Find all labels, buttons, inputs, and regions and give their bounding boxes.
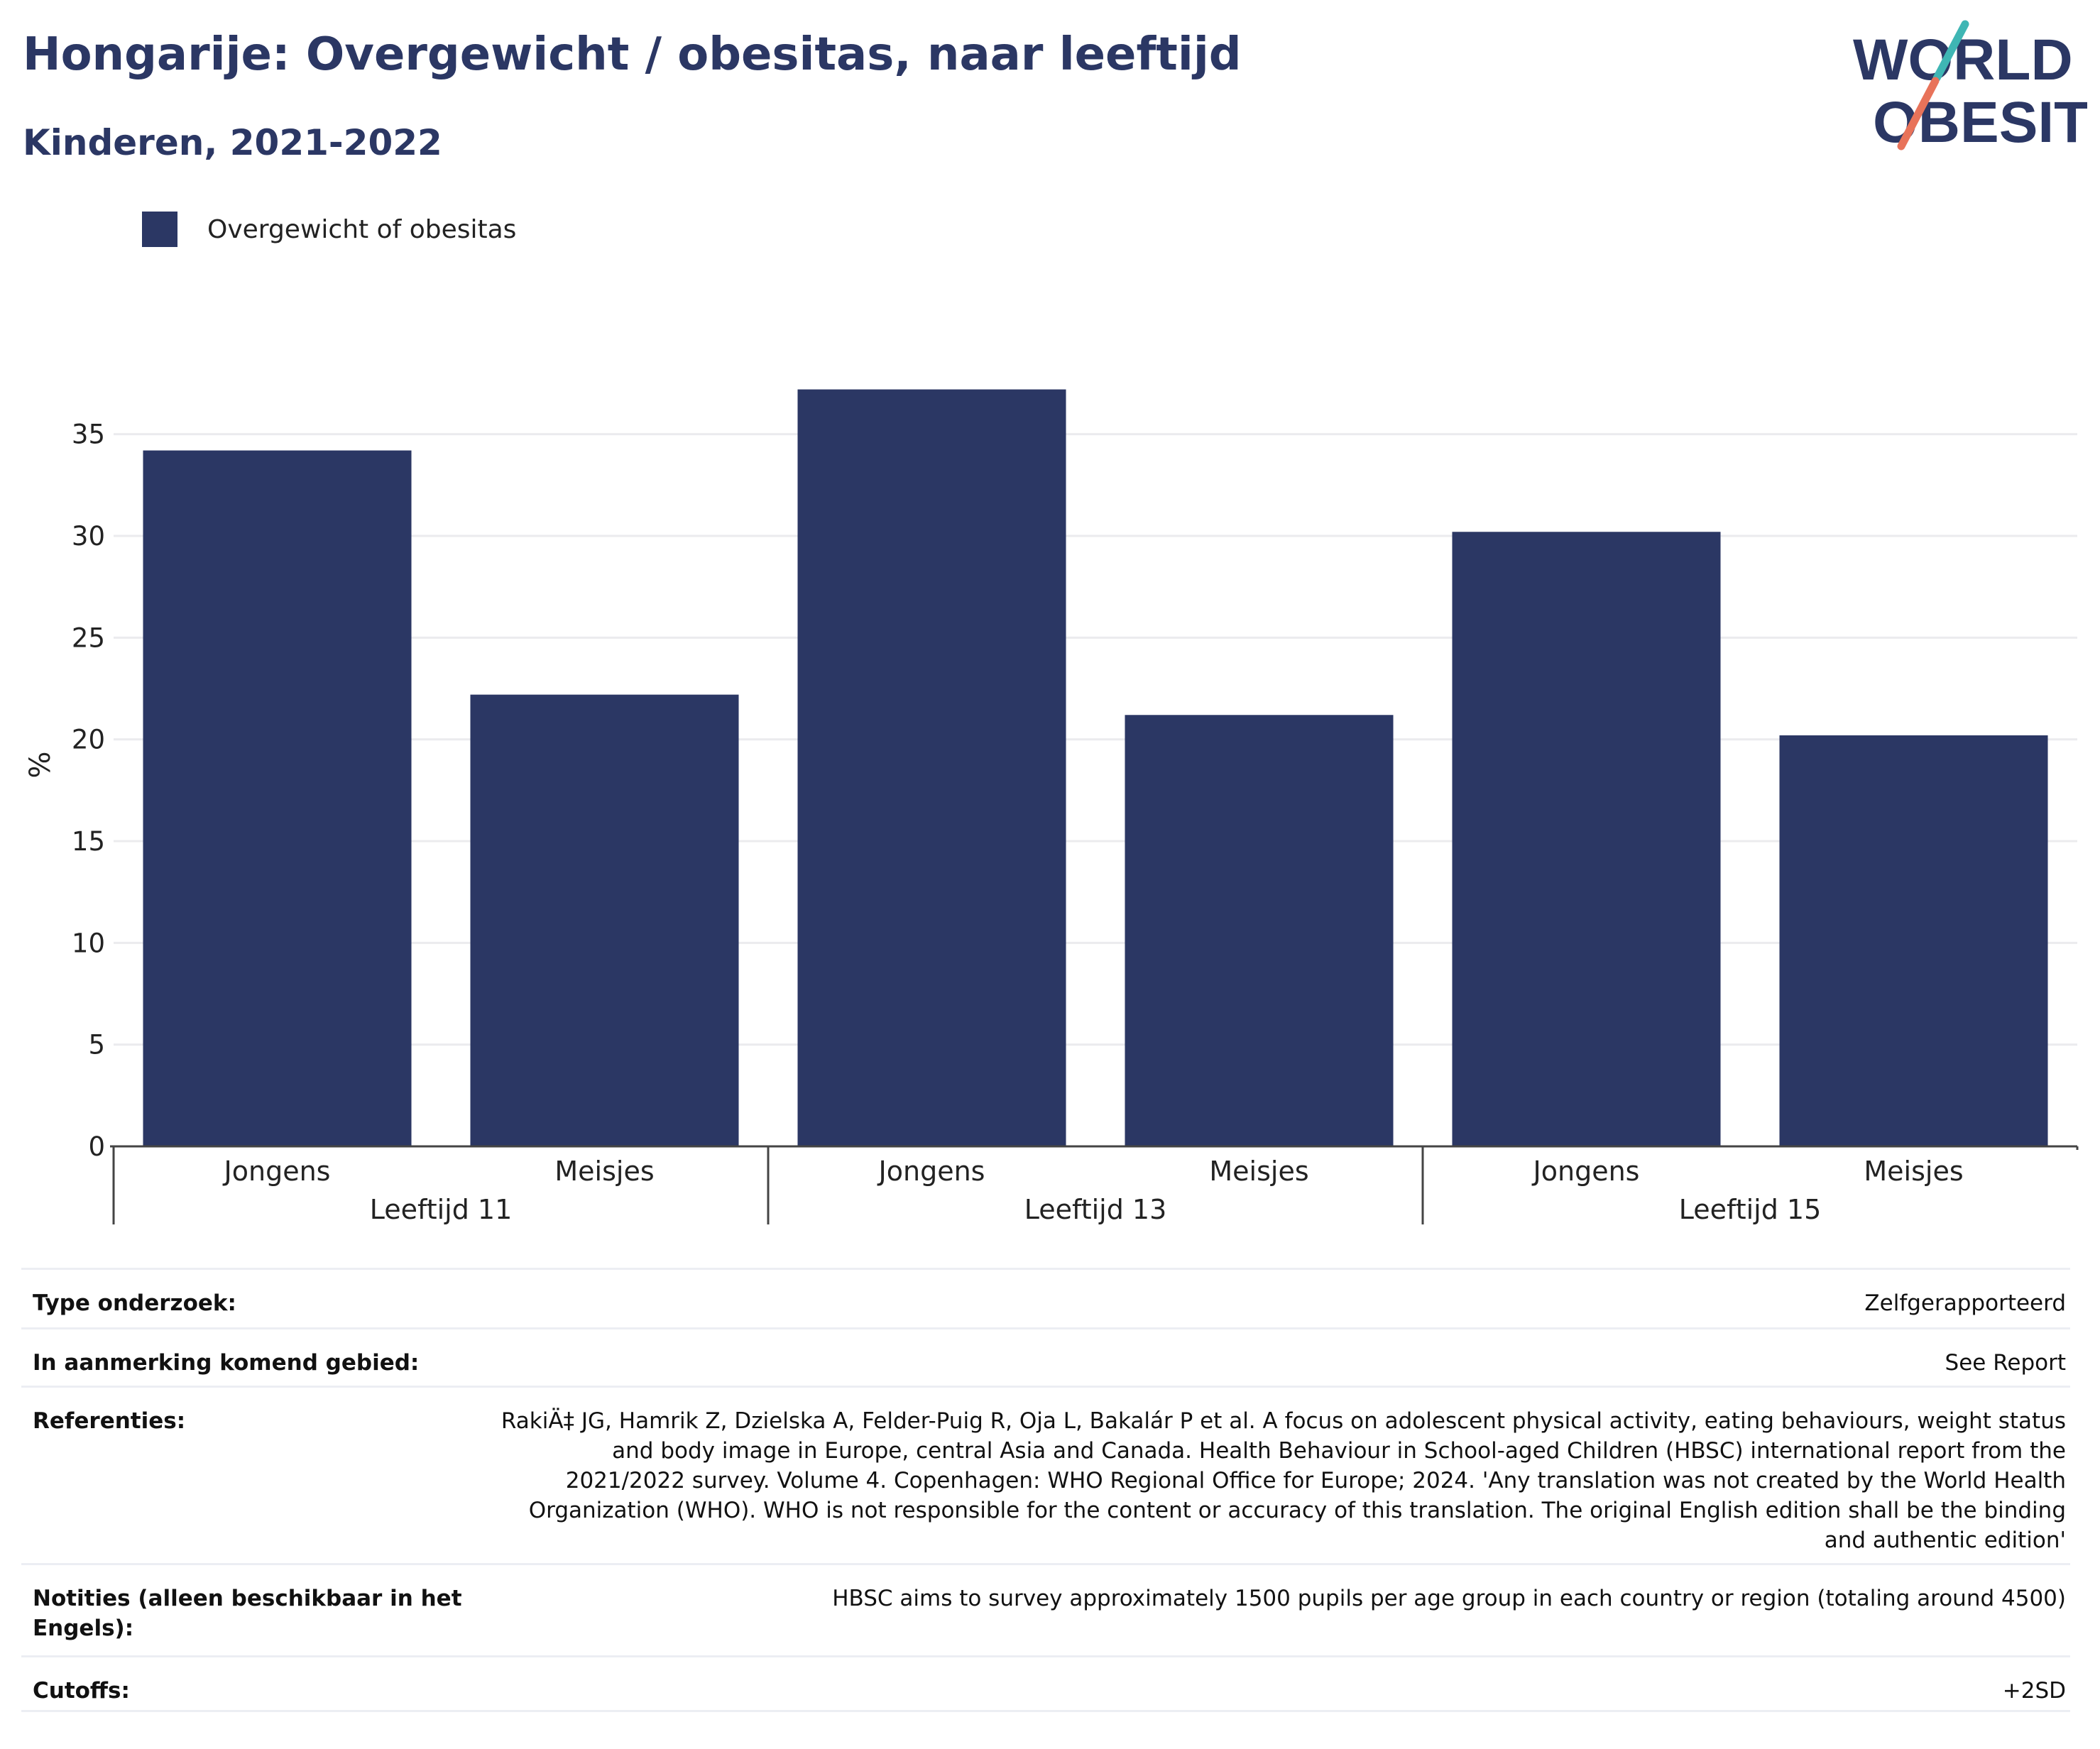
logo-coral-slash	[1897, 77, 1940, 150]
y-tick-label: 30	[72, 521, 105, 552]
x-category-label: Jongens	[1532, 1156, 1640, 1187]
y-tick-label: 15	[72, 826, 105, 857]
bars	[143, 389, 2048, 1146]
x-category-label: Jongens	[223, 1156, 331, 1187]
x-group-label: Leeftijd 15	[1679, 1194, 1822, 1225]
info-value: RakiÄ‡ JG, Hamrik Z, Dzielska A, Felder-…	[501, 1408, 2066, 1553]
axis-labels: 0 5 10 15 20 25 30 35% Jongens Meisjes Leeftijd 11…	[24, 420, 1964, 1225]
bar	[1779, 735, 2048, 1146]
logo-line2: OBESITY	[1873, 90, 2087, 155]
bar	[143, 450, 412, 1146]
y-tick-label: 20	[72, 725, 105, 755]
x-group-label: Leeftijd 11	[370, 1194, 513, 1225]
info-value: See Report	[1945, 1350, 2066, 1376]
x-category-label: Meisjes	[1209, 1156, 1308, 1187]
bar-chart: 0 5 10 15 20 25 30 35% Jongens Meisjes Leeftijd 11…	[24, 389, 2079, 1225]
info-value: +2SD	[2002, 1678, 2066, 1704]
info-row: Notities (alleen beschikbaar in het Enge…	[21, 1563, 2070, 1655]
world-obesity-logo: WORLD OBESITY	[1853, 20, 2087, 155]
bar	[1452, 532, 1721, 1146]
y-tick-label: 25	[72, 623, 105, 653]
info-table: Type onderzoek: Zelfgerapporteerd In aanme…	[21, 1268, 2070, 1712]
logo-line1: WORLD	[1853, 28, 2073, 92]
info-label: In aanmerking komend gebied:	[33, 1350, 420, 1376]
x-group-label: Leeftijd 13	[1024, 1194, 1167, 1225]
info-row: In aanmerking komend gebied: See Report	[21, 1327, 2070, 1386]
chart-subtitle: Kinderen, 2021-2022	[23, 122, 442, 163]
legend: Overgewicht of obesitas	[142, 212, 516, 247]
chart-title: Hongarije: Overgewicht / obesitas, naar …	[23, 28, 1242, 81]
y-tick-label: 35	[72, 420, 105, 450]
info-label: Referenties:	[33, 1408, 186, 1434]
legend-label: Overgewicht of obesitas	[207, 214, 517, 244]
info-value: HBSC aims to survey approximately 1500 p…	[832, 1586, 2066, 1611]
bar	[797, 389, 1066, 1146]
y-tick-label: 10	[72, 928, 105, 958]
info-row: Referenties: RakiÄ‡ JG, Hamrik Z, Dzielsk…	[21, 1386, 2070, 1563]
x-category-label: Meisjes	[1864, 1156, 1963, 1187]
grid-lines	[114, 433, 2077, 1046]
info-label: Cutoffs:	[33, 1678, 130, 1704]
bar	[1125, 715, 1394, 1146]
bar	[470, 694, 739, 1146]
axes	[110, 1145, 2079, 1224]
legend-swatch	[142, 212, 177, 247]
info-value: Zelfgerapporteerd	[1864, 1290, 2066, 1316]
y-tick-label: 0	[88, 1131, 105, 1162]
y-tick-label: 5	[88, 1030, 105, 1060]
y-axis-title: %	[24, 751, 57, 778]
info-row: Type onderzoek: Zelfgerapporteerd	[21, 1268, 2070, 1327]
logo-teal-slash	[1932, 20, 1969, 82]
x-category-label: Meisjes	[554, 1156, 654, 1187]
info-label: Notities (alleen beschikbaar in het Enge…	[33, 1586, 462, 1641]
info-row: Cutoffs: +2SD	[21, 1655, 2070, 1712]
info-label: Type onderzoek:	[33, 1290, 236, 1316]
x-category-label: Jongens	[877, 1156, 985, 1187]
